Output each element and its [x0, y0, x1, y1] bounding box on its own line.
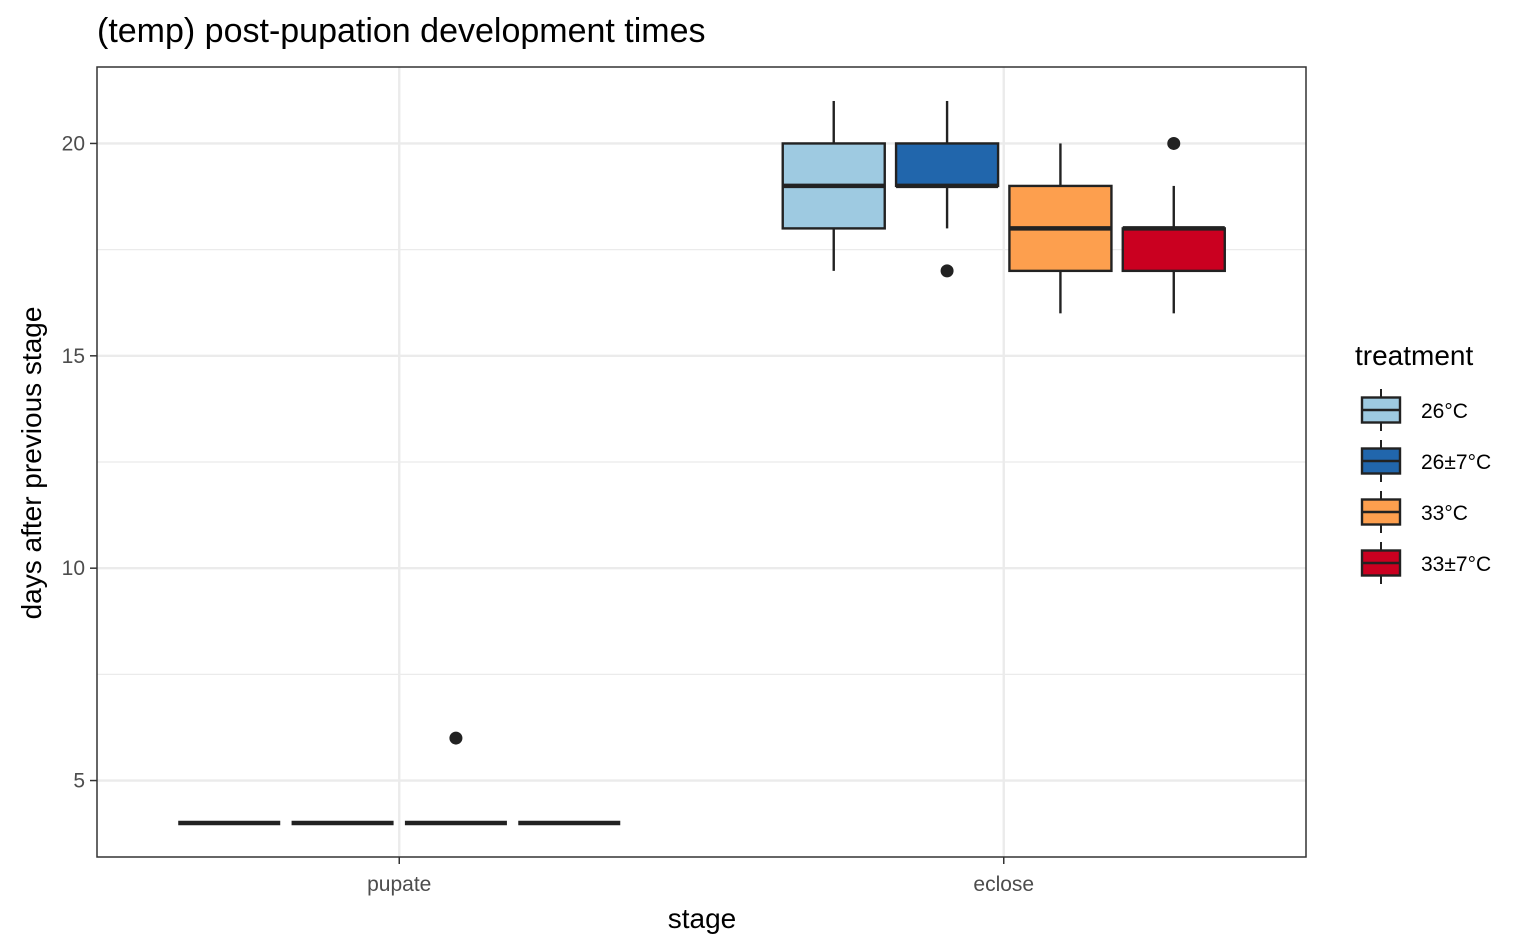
outlier-point	[449, 731, 463, 745]
outlier-point	[1167, 136, 1181, 150]
y-axis-title: days after previous stage	[16, 307, 47, 620]
y-tick-label: 5	[73, 770, 85, 793]
y-tick-label: 15	[62, 345, 85, 368]
legend-label: 33°C	[1421, 502, 1468, 525]
x-tick-label: eclose	[973, 873, 1034, 896]
box	[1121, 227, 1226, 273]
legend-title: treatment	[1355, 340, 1473, 371]
x-tick-label: pupate	[367, 873, 431, 896]
legend: treatment 26°C 26±7°C 33°C 33±7°C	[1355, 340, 1491, 584]
x-axis-title: stage	[668, 903, 737, 934]
outlier-point	[940, 264, 954, 278]
y-tick-label: 20	[62, 132, 85, 155]
legend-label: 26°C	[1421, 400, 1468, 423]
chart-title: (temp) post-pupation development times	[97, 12, 706, 50]
panel-border	[96, 66, 1307, 858]
plot-area: 5 10 15 20 pupate eclose	[62, 66, 1307, 896]
legend-label: 26±7°C	[1421, 451, 1491, 474]
legend-label: 33±7°C	[1421, 553, 1491, 576]
y-tick-label: 10	[62, 557, 85, 580]
box	[894, 142, 1000, 188]
